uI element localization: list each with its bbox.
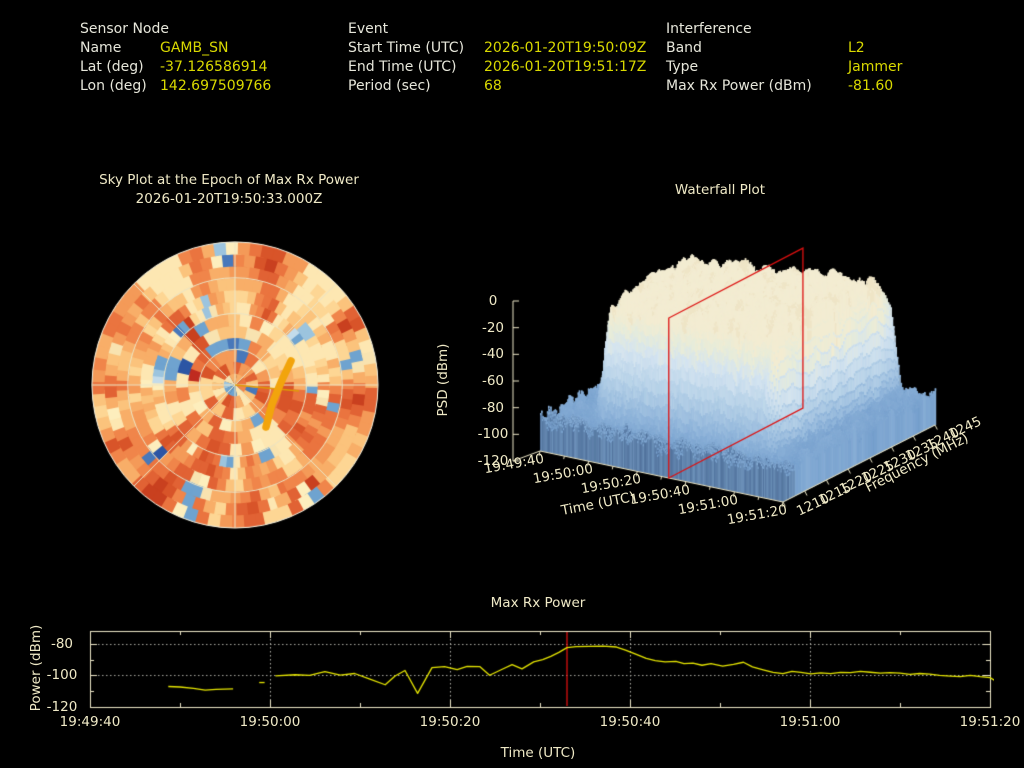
event-end-label: End Time (UTC) xyxy=(348,59,457,75)
event-period-value: 68 xyxy=(484,78,502,94)
waterfall-psd-tick-label: -40 xyxy=(481,346,505,363)
power-axis-label: Power (dBm) xyxy=(28,624,44,712)
max-rx-power-canvas xyxy=(88,629,994,711)
skyplot-title: Sky Plot at the Epoch of Max Rx Power xyxy=(99,172,359,188)
event-start-label: Start Time (UTC) xyxy=(348,40,465,56)
max-rx-power-title: Max Rx Power xyxy=(490,595,586,611)
sensor-lon-label: Lon (deg) xyxy=(80,78,147,94)
time-tick-label: 19:51:20 xyxy=(959,714,1021,730)
sensor-lat-label: Lat (deg) xyxy=(80,59,144,75)
event-period-label: Period (sec) xyxy=(348,78,431,94)
sensor-lat-value: -37.126586914 xyxy=(160,59,268,75)
waterfall-psd-tick-label: -120 xyxy=(477,453,509,469)
time-tick-label: 19:50:20 xyxy=(419,714,481,730)
power-tick-label: -120 xyxy=(46,699,78,716)
event-start-value: 2026-01-20T19:50:09Z xyxy=(484,40,647,56)
waterfall-psd-tick-label: -60 xyxy=(481,373,505,389)
skyplot-subtitle: 2026-01-20T19:50:33.000Z xyxy=(135,191,323,207)
power-tick-label: -80 xyxy=(50,635,74,652)
time-tick-label: 19:50:40 xyxy=(599,714,661,730)
interference-power-label: Max Rx Power (dBm) xyxy=(666,78,812,94)
time-axis-label: Time (UTC) xyxy=(500,745,576,761)
sensor-section-title: Sensor Node xyxy=(80,21,169,37)
power-tick-label: -100 xyxy=(46,667,78,684)
interference-power-value: -81.60 xyxy=(848,78,894,94)
time-tick-label: 19:51:00 xyxy=(779,714,841,730)
waterfall-psd-tick-label: -80 xyxy=(481,399,505,416)
waterfall-psd-tick-label: -100 xyxy=(477,426,509,443)
interference-type-label: Type xyxy=(666,59,699,75)
waterfall-psd-tick-label: 0 xyxy=(488,293,498,309)
waterfall-title: Waterfall Plot xyxy=(674,182,766,198)
interference-band-value: L2 xyxy=(848,40,865,56)
sensor-name-value: GAMB_SN xyxy=(160,40,229,56)
interference-section-title: Interference xyxy=(666,21,752,37)
sensor-lon-value: 142.697509766 xyxy=(160,78,272,94)
interference-band-label: Band xyxy=(666,40,702,56)
waterfall-canvas xyxy=(430,230,1024,530)
event-section-title: Event xyxy=(348,21,389,37)
time-tick-label: 19:50:00 xyxy=(239,714,301,730)
interference-type-value: Jammer xyxy=(848,59,903,75)
sensor-name-label: Name xyxy=(80,40,122,56)
waterfall-psd-tick-label: -20 xyxy=(481,319,505,336)
time-tick-label: 19:49:40 xyxy=(59,714,121,730)
event-end-value: 2026-01-20T19:51:17Z xyxy=(484,59,647,75)
skyplot-canvas xyxy=(91,241,381,531)
